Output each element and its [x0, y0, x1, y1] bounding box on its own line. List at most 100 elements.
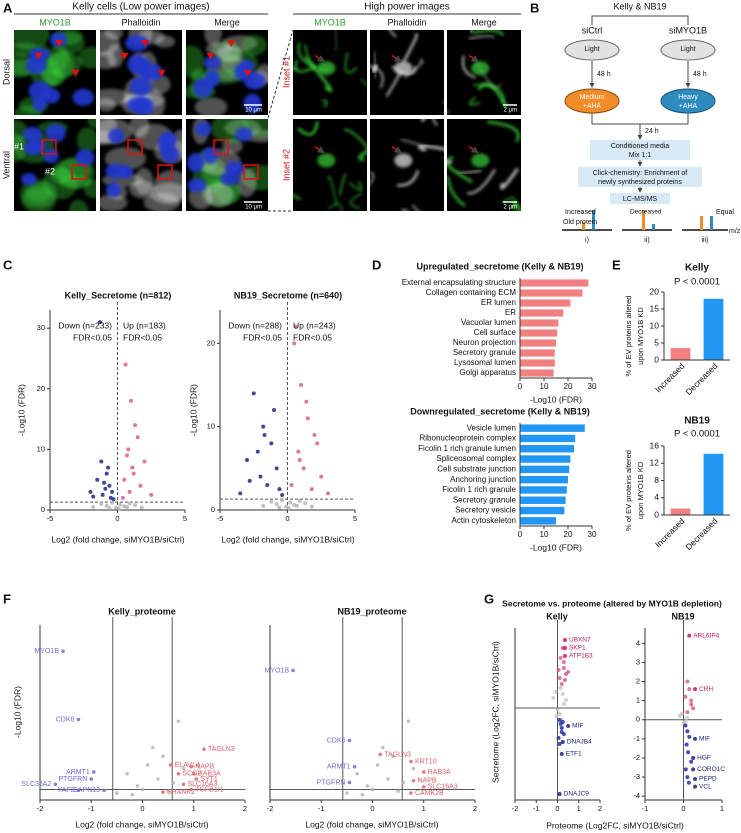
panel-label: A: [3, 0, 13, 15]
data-point: [181, 782, 186, 787]
point-label: SHANK2: [167, 789, 195, 796]
nucleus: [235, 127, 253, 142]
micrograph-content: [293, 30, 367, 108]
data-point: [559, 682, 564, 686]
chart-title: Kelly: [685, 263, 709, 274]
data-point: [421, 770, 426, 774]
category-label: Secretory granule: [453, 495, 517, 504]
point-label: SLC16A3: [188, 781, 218, 788]
x-tick-label: -5: [217, 514, 224, 523]
nucleus: [243, 93, 262, 114]
diagram-text: siCtrl: [582, 25, 603, 35]
data-point: [280, 493, 285, 497]
filament: [401, 209, 408, 211]
data-point: [421, 785, 426, 789]
panel-label: B: [530, 0, 539, 15]
row-label: Ventral: [1, 151, 11, 179]
x-tick-label: 10: [540, 530, 549, 539]
filament: [294, 59, 317, 73]
data-point: [135, 784, 140, 788]
panel-title: Kelly cells (Low power images): [72, 2, 209, 13]
data-point: [685, 710, 690, 715]
filament: [447, 110, 449, 115]
data-point: [562, 654, 567, 658]
data-point: [133, 423, 138, 428]
data-point: [396, 789, 400, 794]
x-tick-label: 5: [183, 514, 187, 523]
point-label: CORO1C: [697, 766, 725, 773]
data-point: [202, 747, 206, 752]
data-point: [687, 734, 692, 739]
data-point: [133, 503, 138, 508]
chart-title: NB19_proteome: [337, 606, 406, 616]
point-label: NAPB: [195, 764, 214, 771]
bar: [670, 348, 691, 360]
x-tick-label: 1: [720, 804, 724, 813]
category-label: Increased: [653, 361, 687, 395]
panel-label: F: [3, 591, 11, 606]
data-point: [269, 441, 274, 446]
filament: [293, 193, 302, 201]
y-tick-label: 10: [37, 444, 45, 453]
bright-spot: [471, 61, 490, 76]
data-point: [127, 501, 132, 506]
cell-body: [78, 46, 96, 69]
data-point: [176, 771, 181, 776]
y-tick-label: 8: [654, 475, 659, 485]
point-label: MIF: [699, 736, 710, 743]
data-point: [551, 696, 556, 700]
filament: [296, 121, 319, 136]
data-point: [297, 458, 302, 462]
data-point: [127, 489, 132, 494]
filament: [388, 30, 397, 38]
arrowhead-marker: [71, 69, 80, 77]
data-point: [92, 770, 96, 774]
data-point: [557, 712, 562, 716]
data-point: [683, 723, 688, 728]
point-label: KRT10: [415, 758, 437, 765]
chart-title: NB19: [671, 611, 694, 621]
arrowhead-marker: [34, 52, 43, 60]
data-point: [691, 755, 696, 760]
filament: [432, 119, 438, 127]
data-point: [689, 698, 694, 703]
y-tick-label: 20: [207, 338, 215, 347]
data-point: [130, 465, 135, 470]
data-point: [274, 502, 279, 507]
data-point: [687, 687, 692, 692]
filament: [327, 175, 338, 206]
data-point: [294, 503, 299, 508]
filament: [466, 168, 496, 195]
data-point: [685, 729, 690, 734]
column-label: Phalloidin: [121, 17, 160, 27]
x-tick-label: 20: [564, 530, 573, 539]
filament: [360, 78, 367, 87]
chart-title: Kelly: [546, 611, 568, 621]
bar: [520, 339, 556, 347]
data-point: [559, 752, 564, 756]
cell-body: [68, 199, 89, 211]
data-point: [299, 383, 303, 387]
nucleus: [133, 96, 155, 115]
filament: [487, 120, 520, 143]
data-point: [401, 780, 406, 785]
y-axis-label: % of EV proteins altered: [624, 450, 633, 531]
diagram-text: Equal: [716, 209, 734, 216]
data-point: [126, 447, 131, 452]
workflow-diagram: Kelly & NB19 siCtrl siMYO1B Light Light …: [562, 1, 741, 244]
column-label: Phalloidin: [387, 17, 426, 27]
x-tick-label: -1: [533, 804, 540, 813]
data-point: [145, 763, 150, 767]
inset-box: [41, 139, 57, 155]
data-point: [683, 767, 688, 772]
x-tick-label: 0: [555, 804, 559, 813]
cell-body: [217, 45, 243, 63]
diagram-text: ii): [644, 237, 649, 244]
data-point: [557, 792, 562, 796]
bright-spot: [394, 61, 413, 76]
bright-spot: [317, 153, 336, 168]
data-point: [319, 474, 324, 479]
data-point: [555, 708, 560, 712]
micrograph-content: [293, 121, 367, 211]
data-point: [191, 771, 196, 776]
